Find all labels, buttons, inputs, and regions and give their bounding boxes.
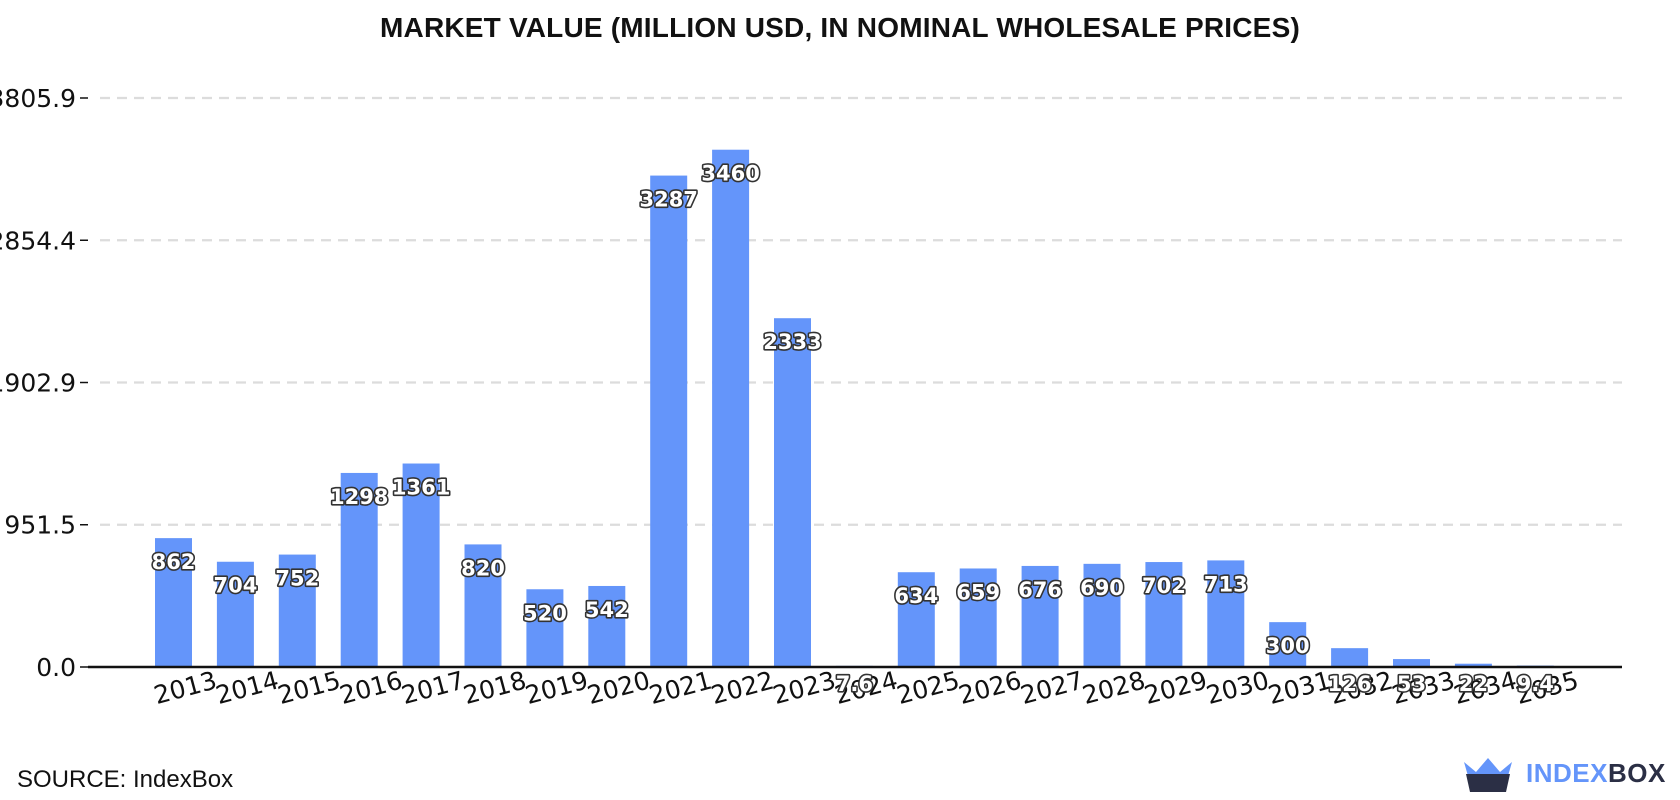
indexbox-logo[interactable]: INDEXBOX [1462, 754, 1672, 794]
x-tick-label: 2014 [213, 666, 282, 710]
y-axis: 0.0 951.5 1902.9 2854.4 3805.9 [0, 84, 88, 682]
y-tick-label: 0.0 [36, 653, 76, 682]
data-label: 752 [275, 567, 319, 591]
data-label: 3460 [701, 162, 759, 186]
x-tick-label: 2023 [770, 666, 839, 710]
x-tick-label: 2015 [275, 666, 344, 710]
x-tick-label: 2019 [522, 666, 591, 710]
y-tick-label: 3805.9 [0, 84, 76, 113]
x-tick-label: 2029 [1141, 666, 1210, 710]
x-tick-label: 2031 [1265, 666, 1334, 710]
bar-2019 [526, 589, 564, 667]
data-label: 1298 [330, 485, 388, 509]
data-label: 520 [523, 601, 567, 625]
x-tick-label: 2020 [584, 666, 653, 710]
bars [155, 149, 1554, 667]
bar-2022 [712, 149, 750, 667]
data-label: 690 [1080, 576, 1124, 600]
bar-2031 [1269, 622, 1307, 667]
bar-2025 [897, 572, 935, 667]
data-label: 7.6 [836, 672, 873, 696]
data-label: 676 [1018, 578, 1062, 602]
bar-2020 [588, 585, 626, 667]
data-label: 126 [1328, 672, 1372, 696]
data-label: 2333 [763, 330, 821, 354]
x-tick-label: 2021 [646, 666, 715, 710]
data-label: 704 [213, 574, 257, 598]
bar-2033 [1393, 659, 1430, 667]
bar-2016 [340, 472, 378, 667]
data-label: 53 [1397, 672, 1426, 696]
data-label: 300 [1266, 634, 1310, 658]
bar-2026 [959, 568, 997, 667]
data-label: 542 [585, 598, 629, 622]
x-tick-label: 2028 [1079, 666, 1148, 710]
bar-2034 [1454, 663, 1492, 667]
data-label: 659 [956, 580, 1000, 604]
bar-2030 [1207, 560, 1245, 667]
gridlines [100, 96, 1622, 526]
bar-2027 [1021, 565, 1059, 667]
x-tick-label: 2022 [708, 666, 777, 710]
chart-title: MARKET VALUE (MILLION USD, IN NOMINAL WH… [380, 12, 1300, 43]
data-label: 9.4 [1517, 672, 1554, 696]
bar-2032 [1331, 648, 1369, 667]
bar-2021 [650, 175, 688, 667]
data-label: 1361 [392, 476, 450, 500]
x-tick-label: 2013 [151, 666, 220, 710]
data-label: 862 [152, 550, 196, 574]
bar-2018 [464, 544, 502, 667]
bar-2017 [402, 463, 440, 667]
data-label: 820 [461, 556, 505, 580]
source-note: SOURCE: IndexBox [17, 766, 234, 793]
x-tick-label: 2017 [398, 666, 467, 710]
y-tick-label: 2854.4 [0, 226, 76, 255]
bar-2015 [278, 554, 316, 667]
x-tick-label: 2025 [894, 666, 963, 710]
x-tick-label: 2016 [337, 666, 406, 710]
data-label: 3287 [639, 188, 697, 212]
bar-2013 [155, 538, 192, 667]
data-label: 713 [1204, 572, 1248, 596]
x-tick-label: 2026 [956, 666, 1025, 710]
logo-text-box: BOX [1607, 758, 1666, 788]
logo-wordmark: INDEXBOX [1526, 758, 1666, 789]
x-tick-label: 2018 [460, 666, 529, 710]
y-tick-label: 1902.9 [0, 369, 76, 398]
bar-2023 [774, 318, 811, 667]
data-label: 702 [1142, 574, 1186, 598]
crown-box-icon [1464, 758, 1512, 792]
x-tick-label: 2030 [1203, 666, 1272, 710]
logo-text-index: INDEX [1526, 758, 1608, 788]
bar-2014 [216, 561, 254, 667]
data-label: 634 [894, 584, 938, 608]
bar-2028 [1083, 563, 1121, 667]
bar-2029 [1145, 562, 1183, 667]
y-tick-label: 951.5 [4, 511, 76, 540]
data-label: 22 [1459, 672, 1488, 696]
x-tick-label: 2027 [1017, 666, 1086, 710]
